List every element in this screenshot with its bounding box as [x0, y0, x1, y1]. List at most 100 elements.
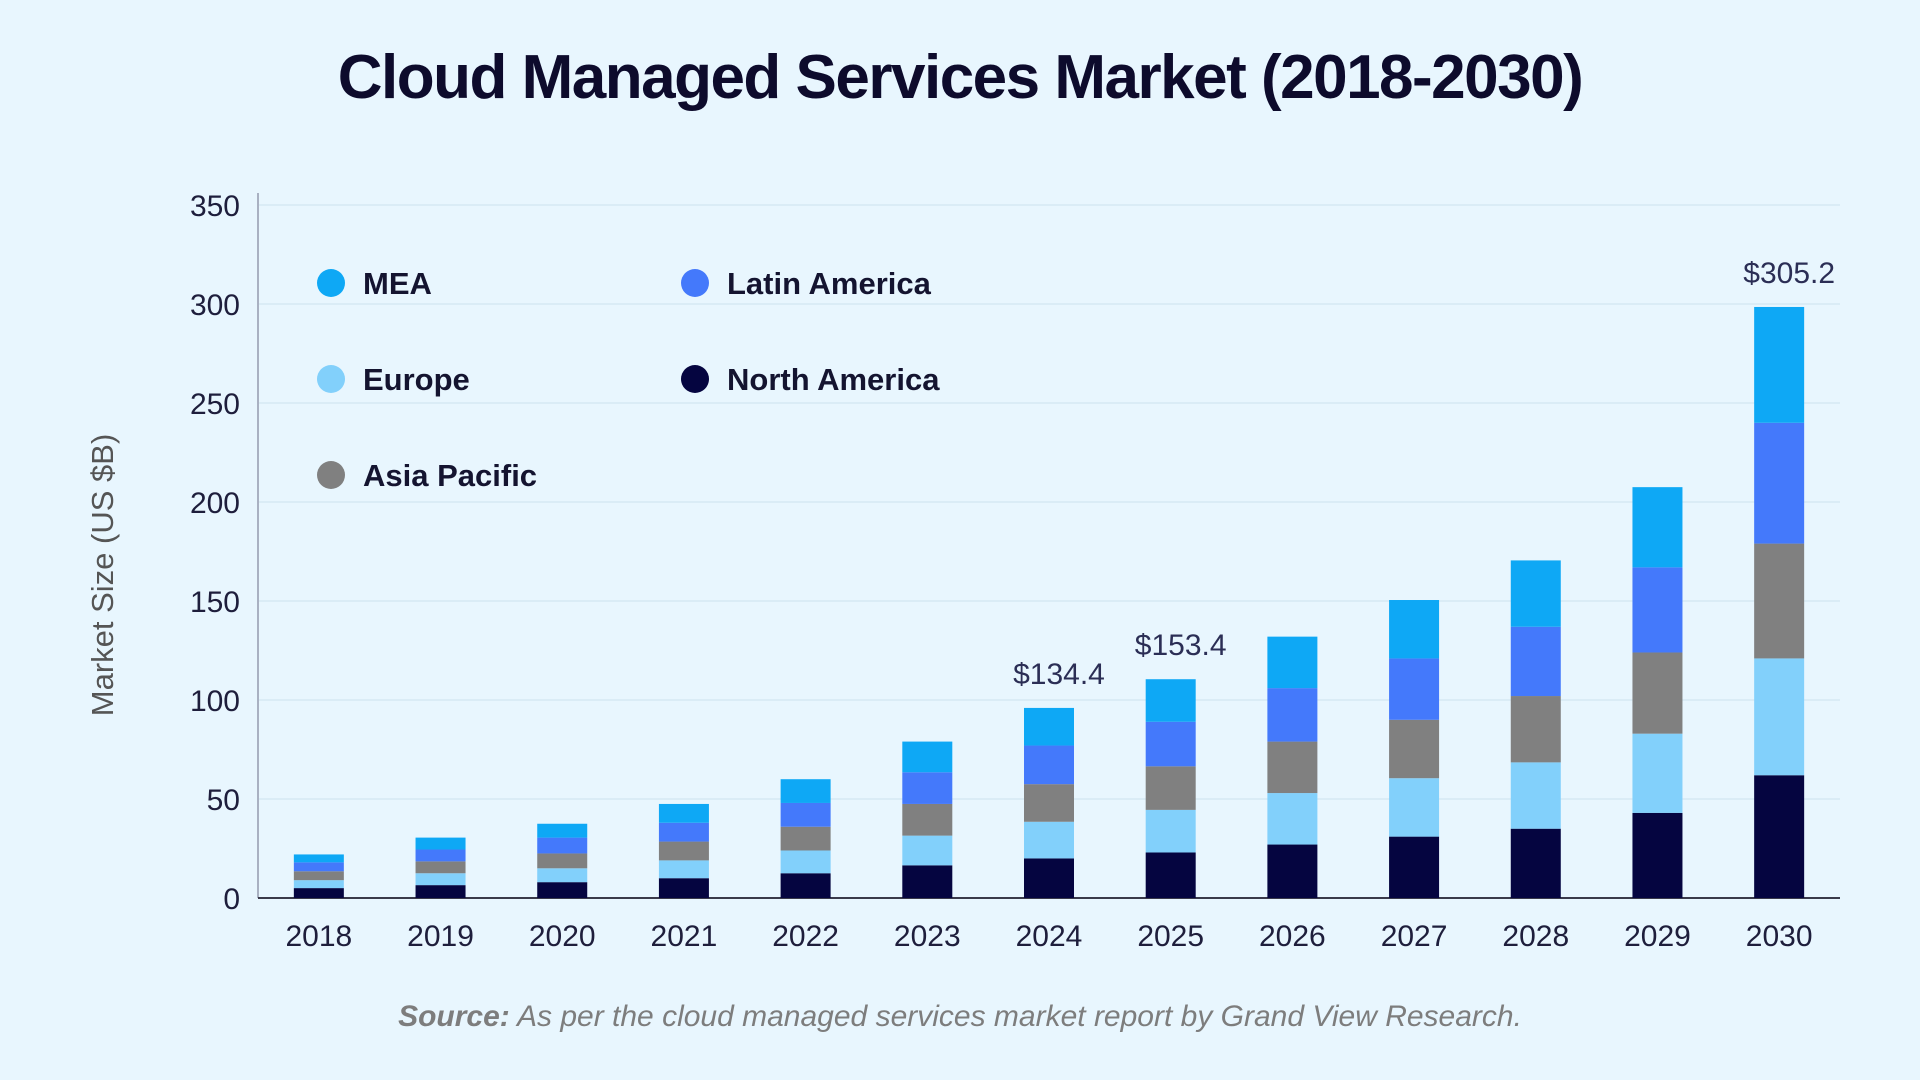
bar-segment-latin-america-2022	[780, 802, 831, 827]
legend-swatch-europe	[317, 365, 345, 393]
bar-segment-latin-america-2030	[1754, 422, 1805, 544]
bar-segment-europe-2019	[415, 873, 466, 886]
x-tick-label: 2025	[1137, 920, 1204, 953]
bar-segment-latin-america-2020	[537, 837, 588, 854]
legend-swatch-mea	[317, 269, 345, 297]
bar-segment-europe-2024	[1024, 821, 1074, 859]
bar-segment-asia-pacific-2021	[658, 841, 709, 861]
bar-segment-north-america-2019	[415, 885, 466, 898]
legend-label-mea: MEA	[363, 266, 432, 301]
bar-segment-north-america-2020	[537, 882, 588, 898]
bar-segment-mea-2029	[1632, 487, 1683, 568]
total-label: $153.4	[1135, 629, 1227, 662]
x-tick-label: 2022	[772, 920, 839, 953]
bar-segment-latin-america-2018	[293, 862, 344, 872]
bar-segment-mea-2027	[1389, 600, 1440, 659]
bar-segment-europe-2029	[1632, 733, 1683, 813]
bar-segment-asia-pacific-2030	[1754, 543, 1805, 659]
bar-segment-asia-pacific-2026	[1267, 741, 1318, 794]
bar-segment-latin-america-2021	[658, 822, 709, 842]
y-axis-label: Market Size (US $B)	[85, 434, 120, 717]
legend-swatch-latin-america	[681, 269, 709, 297]
bar-segment-mea-2030	[1754, 306, 1805, 423]
bar-segment-north-america-2029	[1632, 812, 1683, 898]
chart-title: Cloud Managed Services Market (2018-2030…	[337, 43, 1584, 112]
legend: MEA Latin America Europe North America Asia …	[317, 266, 940, 493]
x-tick-labels: 2018 2019 2020 2021 2022 2023 2024 2025 2026 2027…	[285, 920, 1812, 953]
bar-segment-europe-2018	[293, 880, 344, 889]
legend-label-latin-america: Latin America	[727, 266, 932, 301]
legend-label-asia-pacific: Asia Pacific	[363, 458, 537, 493]
x-tick-label: 2020	[529, 920, 596, 953]
bar-segment-asia-pacific-2028	[1510, 696, 1561, 763]
y-tick-labels: 0 50 100 150 200 250 300 350	[190, 190, 240, 916]
bar-segment-latin-america-2019	[415, 849, 466, 862]
bar-segment-north-america-2022	[780, 873, 831, 898]
source-label: Source:	[398, 1000, 510, 1033]
gridlines	[258, 204, 1840, 800]
source-text: As per the cloud managed services market…	[517, 1000, 1522, 1033]
x-tick-label: 2027	[1381, 920, 1448, 953]
total-label: $305.2	[1743, 257, 1835, 290]
bar-segment-europe-2027	[1389, 778, 1440, 837]
bar-segment-mea-2026	[1267, 636, 1318, 689]
x-tick-label: 2028	[1502, 920, 1569, 953]
bar-segment-latin-america-2027	[1389, 658, 1440, 720]
legend-item-asia-pacific: Asia Pacific	[317, 458, 537, 493]
bar-segment-latin-america-2026	[1267, 688, 1318, 742]
x-tick-label: 2024	[1016, 920, 1083, 953]
x-tick-label: 2023	[894, 920, 961, 953]
bars	[293, 306, 1805, 898]
bar-segment-asia-pacific-2022	[780, 826, 831, 851]
legend-item-latin-america: Latin America	[681, 266, 932, 301]
bar-segment-mea-2022	[780, 779, 831, 803]
bar-segment-europe-2023	[902, 835, 953, 866]
bar-segment-mea-2025	[1145, 679, 1196, 722]
bar-segment-latin-america-2025	[1145, 721, 1196, 767]
y-tick-label: 250	[190, 388, 240, 421]
bar-segment-mea-2028	[1510, 560, 1561, 627]
y-tick-label: 200	[190, 487, 240, 520]
bar-segment-asia-pacific-2018	[293, 871, 344, 881]
bar-segment-north-america-2030	[1754, 775, 1805, 898]
bar-segment-north-america-2028	[1510, 828, 1561, 898]
bar-segment-mea-2020	[537, 823, 588, 838]
bar-segment-north-america-2018	[293, 888, 344, 898]
x-tick-label: 2018	[285, 920, 352, 953]
bar-segment-mea-2019	[415, 837, 466, 850]
source-note: Source: As per the cloud managed service…	[0, 1000, 1920, 1034]
total-annotations: $134.4 $153.4 $305.2	[1013, 257, 1835, 691]
bar-segment-europe-2026	[1267, 793, 1318, 845]
bar-segment-asia-pacific-2019	[415, 861, 466, 874]
bar-segment-europe-2030	[1754, 658, 1805, 776]
bar-segment-europe-2020	[537, 868, 588, 883]
legend-label-europe: Europe	[363, 362, 470, 397]
total-label: $134.4	[1013, 658, 1105, 691]
bar-segment-asia-pacific-2020	[537, 853, 588, 869]
bar-segment-mea-2018	[293, 854, 344, 863]
y-tick-label: 0	[223, 883, 240, 916]
legend-item-north-america: North America	[681, 362, 940, 397]
bar-segment-north-america-2023	[902, 865, 953, 898]
bar-segment-europe-2025	[1145, 809, 1196, 853]
legend-label-north-america: North America	[727, 362, 940, 397]
bar-segment-europe-2022	[780, 850, 831, 874]
bar-segment-asia-pacific-2029	[1632, 652, 1683, 734]
bar-segment-latin-america-2024	[1024, 745, 1074, 785]
bar-segment-asia-pacific-2025	[1145, 766, 1196, 810]
bar-segment-north-america-2027	[1389, 836, 1440, 898]
bar-segment-mea-2024	[1024, 707, 1074, 746]
bar-segment-north-america-2021	[658, 878, 709, 898]
x-tick-label: 2026	[1259, 920, 1326, 953]
bar-segment-europe-2021	[658, 860, 709, 879]
bar-segment-north-america-2024	[1024, 858, 1074, 898]
legend-swatch-north-america	[681, 365, 709, 393]
bar-segment-latin-america-2029	[1632, 567, 1683, 653]
legend-swatch-asia-pacific	[317, 461, 345, 489]
bar-segment-north-america-2026	[1267, 844, 1318, 898]
bar-segment-north-america-2025	[1145, 852, 1196, 898]
bar-segment-europe-2028	[1510, 762, 1561, 829]
y-tick-label: 350	[190, 190, 240, 223]
